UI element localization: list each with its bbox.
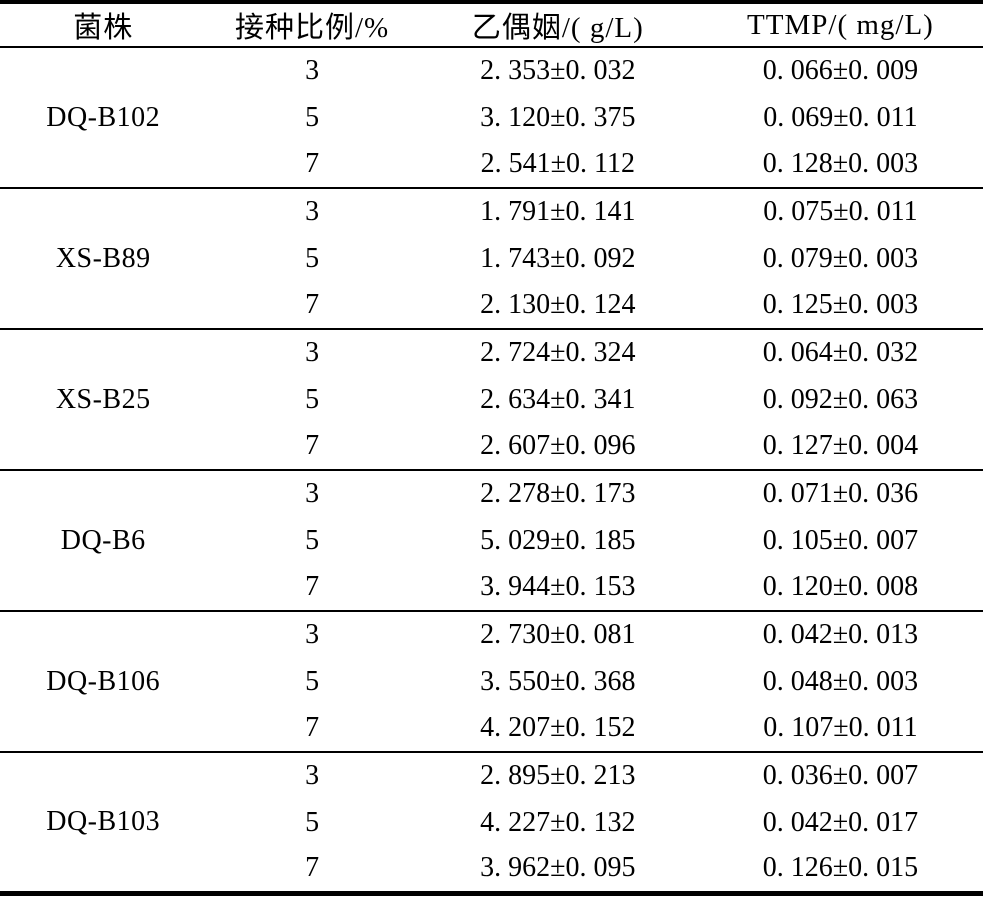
table-row: 5 2. 634±0. 341 0. 092±0. 063 [0,376,983,423]
inoculation-ratio-cell: 5 [305,665,320,697]
acetoin-value-cell: 3. 962±0. 095 [480,852,636,884]
acetoin-value-cell: 4. 227±0. 132 [480,806,636,838]
inoculation-ratio-cell: 5 [305,806,320,838]
table-row: 5 3. 120±0. 375 0. 069±0. 011 [0,94,983,141]
inoculation-ratio-cell: 3 [206,328,418,376]
col-header-inoculation-ratio: 接种比例/% [206,2,418,48]
table-row: XS-B25 3 2. 724±0. 324 0. 064±0. 032 [0,328,983,470]
acetoin-value-cell: 2. 895±0. 213 [417,751,698,799]
inoculation-ratio-cell: 5 [305,383,320,415]
inoculation-ratio-cell: 7 [305,852,320,884]
ttmp-value-cell: 0. 079±0. 003 [762,242,919,274]
acetoin-value-cell: 2. 541±0. 112 [480,148,635,179]
acetoin-value-cell: 2. 724±0. 324 [417,328,698,376]
acetoin-value-cell: 2. 634±0. 341 [480,383,636,415]
inoculation-ratio-cell: 7 [305,571,320,602]
acetoin-value-cell: 3. 944±0. 153 [480,571,636,602]
ttmp-value-cell: 0. 048±0. 003 [762,665,919,697]
table-row: 5 4. 227±0. 132 0. 042±0. 017 [0,799,983,846]
ttmp-value-cell: 0. 064±0. 032 [697,328,983,376]
ttmp-value-cell: 0. 066±0. 009 [762,55,919,86]
acetoin-value-cell: 3. 120±0. 375 [480,101,636,133]
ttmp-value-cell: 0. 071±0. 036 [697,469,983,517]
strain-cell: DQ-B103 [0,751,207,893]
table-row: 7 2. 541±0. 112 0. 128±0. 003 [0,141,983,188]
table-row: 7 2. 130±0. 124 0. 125±0. 003 [0,282,983,329]
strain-cell: DQ-B102 [46,101,161,133]
ttmp-value-cell: 0. 126±0. 015 [762,852,919,884]
table-row: 7 3. 944±0. 153 0. 120±0. 008 [0,564,983,611]
strain-cell: DQ-B6 [0,469,207,611]
strain-cell: XS-B89 [0,187,207,329]
ttmp-value-cell: 0. 036±0. 007 [697,751,983,799]
acetoin-value-cell: 1. 743±0. 092 [480,242,636,274]
table-row: DQ-B106 3 2. 730±0. 081 0. 042±0. 013 [0,610,983,752]
header-row: 菌株 接种比例/% 乙偶姻/( g/L) TTMP/( mg/L) [0,2,983,48]
col-header-strain: 菌株 [0,2,207,48]
table-row: XS-B89 3 1. 791±0. 141 0. 075±0. 011 [0,187,983,329]
acetoin-value-cell: 3. 550±0. 368 [480,665,636,697]
ttmp-value-cell: 0. 120±0. 008 [762,571,919,602]
inoculation-ratio-cell: 7 [305,289,320,320]
col-header-acetoin: 乙偶姻/( g/L) [417,2,698,48]
table-body: DQ-B102 3 2. 353±0. 032 0. 066±0. 009 5 3. 12… [0,47,983,893]
table-row: 5 5. 029±0. 185 0. 105±0. 007 [0,517,983,564]
acetoin-value-cell: 5. 029±0. 185 [480,524,636,556]
table-row: DQ-B103 3 2. 895±0. 213 0. 036±0. 007 [0,751,983,893]
acetoin-value-cell: 1. 791±0. 141 [417,187,698,235]
inoculation-ratio-cell: 7 [305,712,320,743]
inoculation-ratio-cell: 7 [305,148,320,179]
inoculation-ratio-cell: 5 [305,524,320,556]
ttmp-value-cell: 0. 125±0. 003 [762,289,919,320]
acetoin-value-cell: 2. 730±0. 081 [417,610,698,658]
ttmp-value-cell: 0. 107±0. 011 [763,712,918,743]
table-row: DQ-B6 3 2. 278±0. 173 0. 071±0. 036 [0,469,983,611]
table-row: 7 2. 607±0. 096 0. 127±0. 004 [0,423,983,470]
ttmp-value-cell: 0. 042±0. 013 [697,610,983,658]
acetoin-value-cell: 2. 130±0. 124 [480,289,636,320]
inoculation-ratio-cell: 3 [206,610,418,658]
ttmp-value-cell: 0. 127±0. 004 [762,430,919,461]
table-row: 7 3. 962±0. 095 0. 126±0. 015 [0,846,983,893]
acetoin-value-cell: 2. 353±0. 032 [480,55,636,86]
table-row: 5 3. 550±0. 368 0. 048±0. 003 [0,658,983,705]
ttmp-value-cell: 0. 042±0. 017 [762,806,919,838]
acetoin-value-cell: 4. 207±0. 152 [480,712,636,743]
inoculation-ratio-cell: 3 [305,55,320,86]
acetoin-value-cell: 2. 278±0. 173 [417,469,698,517]
strain-cell: DQ-B106 [0,610,207,752]
acetoin-value-cell: 2. 607±0. 096 [480,430,636,461]
ttmp-value-cell: 0. 092±0. 063 [762,383,919,415]
table-row: 5 1. 743±0. 092 0. 079±0. 003 [0,235,983,282]
table-row: 7 4. 207±0. 152 0. 107±0. 011 [0,705,983,752]
inoculation-ratio-cell: 7 [305,430,320,461]
inoculation-ratio-cell: 3 [206,469,418,517]
inoculation-ratio-cell: 3 [206,187,418,235]
table-row: DQ-B102 3 2. 353±0. 032 0. 066±0. 009 [0,47,983,133]
strain-cell: XS-B25 [0,328,207,470]
ttmp-value-cell: 0. 128±0. 003 [762,148,919,179]
ttmp-value-cell: 0. 075±0. 011 [697,187,983,235]
col-header-ttmp: TTMP/( mg/L) [697,2,983,48]
ttmp-value-cell: 0. 069±0. 011 [763,101,918,133]
inoculation-ratio-cell: 5 [305,101,320,133]
ttmp-value-cell: 0. 105±0. 007 [762,524,919,556]
inoculation-ratio-cell: 3 [206,751,418,799]
inoculation-ratio-cell: 5 [305,242,320,274]
